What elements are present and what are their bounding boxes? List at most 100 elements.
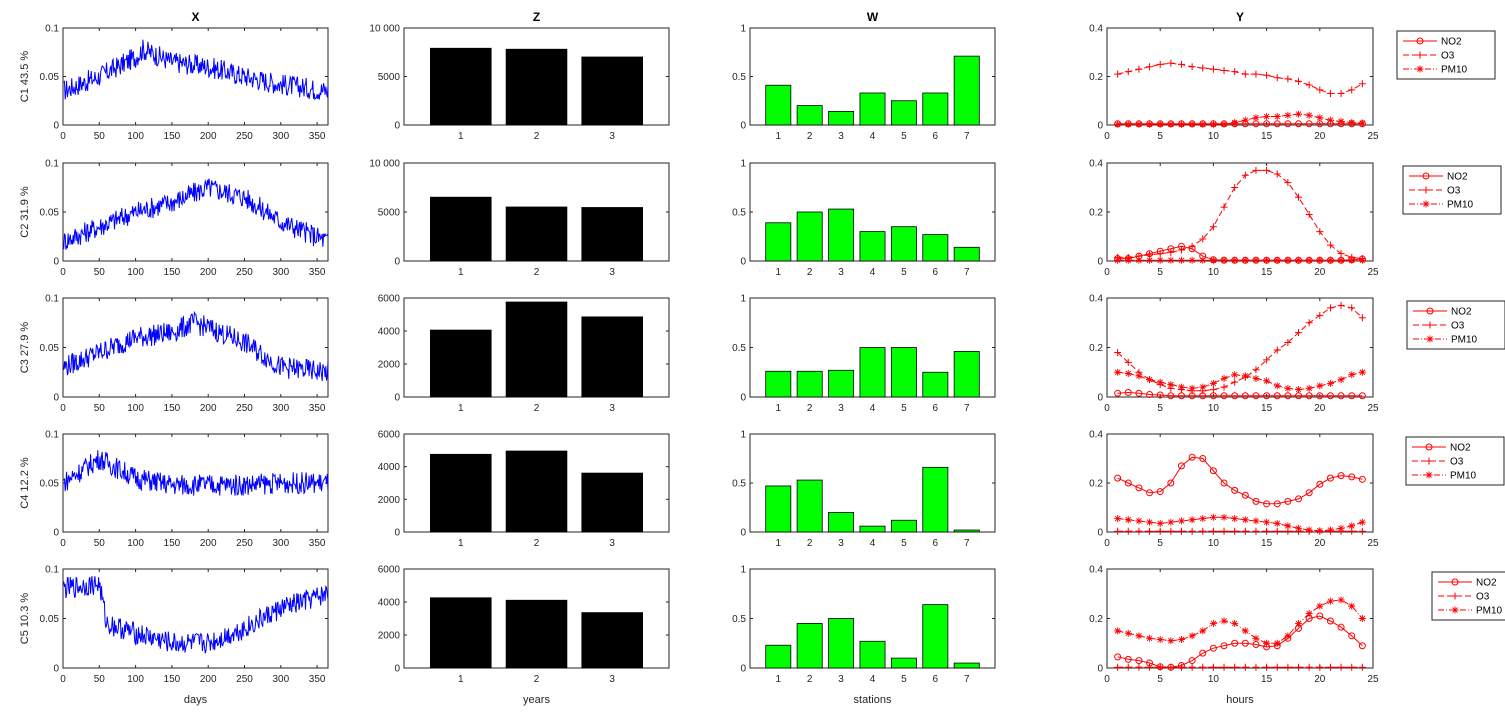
x-c2-ytick-label: 0 [53,257,59,268]
o3-point [1167,248,1175,256]
pm10-point [1231,371,1239,379]
series-pm10 [1114,513,1366,535]
year-bar-1 [430,329,492,398]
pm10-point [1209,120,1217,128]
o3-point [1348,304,1356,312]
station-tick-4: 4 [870,403,876,414]
z-c5-ytick-label: 6000 [378,565,401,576]
station-tick-1: 1 [775,674,781,685]
o3-point [1135,663,1143,671]
legend-swatch-marker [1422,186,1430,194]
year-tick-2: 2 [534,538,540,549]
o3-point [1316,663,1324,671]
w-c4-ytick-label: 1 [740,430,746,441]
station-bar-2 [796,211,823,262]
station-bar-7 [953,55,980,126]
year-tick-1: 1 [458,403,464,414]
o3-point [1284,179,1292,187]
panel-z-c5: 0 2000 4000 6000 1 2 3 [378,565,670,685]
no2-point [1241,392,1249,400]
panel-y-c2: 0 0.2 0.4 0 5 10 15 20 25 [1089,159,1379,279]
o3-point [1220,203,1228,211]
pm10-point [1167,637,1175,645]
pm10-point [1241,116,1249,124]
x-c5-xtick-label: 50 [94,674,106,685]
x-c3-xtick-label: 350 [309,403,326,414]
no2-point [1316,480,1324,488]
z-c4-ytick-label: 0 [394,528,400,539]
x-c3-xtick-label: 100 [127,403,144,414]
o3-point [1295,663,1303,671]
no2-point [1295,120,1303,128]
x-c1-xtick-label: 250 [236,131,253,142]
y-c2-ytick-label: 0.4 [1089,159,1103,170]
station-tick-2: 2 [807,131,813,142]
station-tick-5: 5 [901,538,907,549]
pm10-point [1231,256,1239,264]
pm10-line [1117,516,1363,532]
pm10-point [1252,114,1260,122]
station-bar-1 [765,485,792,533]
x-c2-xtick-label: 300 [272,267,289,278]
no2-point [1220,642,1228,650]
legend-label-no2: NO2 [1451,307,1472,318]
row-label-c1: C1 43.5 % [19,51,31,103]
y-c4-xtick-label: 20 [1314,538,1326,549]
pm10-point [1188,384,1196,392]
no2-point [1263,392,1271,400]
station-bar-4 [859,92,886,126]
o3-point [1220,383,1228,391]
x-c2-xtick-label: 50 [94,267,106,278]
o3-point [1199,663,1207,671]
o3-point [1167,663,1175,671]
no2-point [1273,120,1281,128]
x-c4-xtick-label: 50 [94,538,106,549]
pm10-point [1188,120,1196,128]
station-tick-5: 5 [901,131,907,142]
station-tick-2: 2 [807,538,813,549]
o3-point [1295,329,1303,337]
o3-point [1124,527,1132,535]
y-c3-xtick-label: 25 [1367,403,1379,414]
o3-point [1209,663,1217,671]
year-bar-3 [581,612,644,669]
pm10-point [1305,256,1313,264]
z-c3-ytick-label: 6000 [378,294,401,305]
year-tick-3: 3 [609,538,615,549]
pm10-point [1326,597,1334,605]
x-c5-xtick-label: 350 [309,674,326,685]
x-c5-axes-box [62,568,329,669]
y-c5-xtick-label: 20 [1314,674,1326,685]
pm10-point [1252,374,1260,382]
pm10-point [1124,516,1132,524]
o3-point [1348,86,1356,94]
pm10-point [1316,256,1324,264]
station-bar-5 [890,519,917,533]
o3-point [1177,527,1185,535]
o3-point [1284,339,1292,347]
panel-y-c3: 0 0.2 0.4 0 5 10 15 20 25 [1089,294,1379,415]
legend-label-pm10: PM10 [1451,335,1478,346]
station-bar-6 [922,371,949,398]
o3-point [1284,75,1292,83]
column-title-z: Z [533,10,540,24]
pm10-point [1337,117,1345,125]
no2-line [1117,615,1363,668]
pm10-point [1358,615,1366,622]
y-c5-axes-box [1106,568,1374,669]
station-bar-7 [953,662,980,669]
pm10-point [1135,256,1143,264]
y-c5-xtick-label: 25 [1367,674,1379,685]
pm10-point [1156,256,1164,264]
o3-point [1114,348,1122,356]
pm10-point [1156,636,1164,644]
no2-point [1124,389,1132,397]
pm10-point [1220,374,1228,382]
no2-point [1358,392,1366,400]
pm10-point [1348,602,1356,610]
y-c4-axes-box [1106,433,1374,533]
o3-point [1124,358,1132,366]
station-tick-2: 2 [807,267,813,278]
z-c1-ytick-label: 0 [394,121,400,132]
no2-point [1188,453,1196,461]
